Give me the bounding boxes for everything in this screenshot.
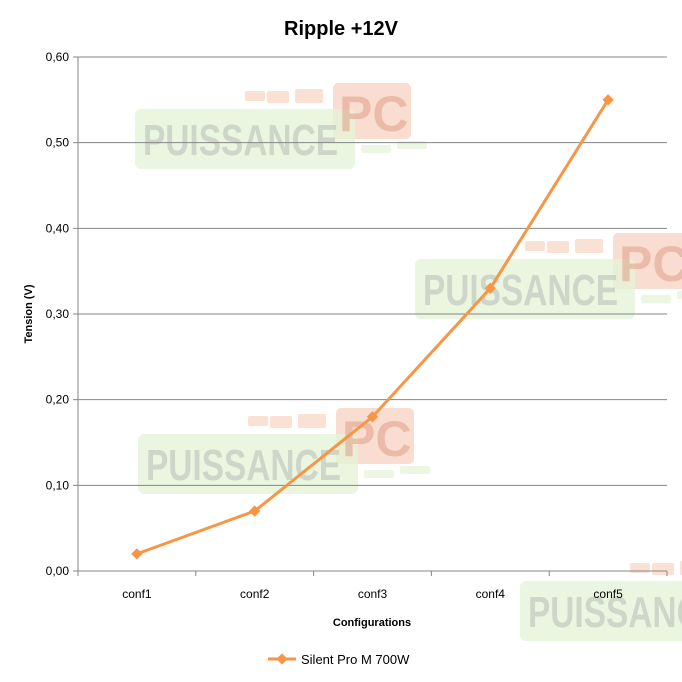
- y-tick-label: 0,60: [46, 50, 70, 64]
- y-tick-label: 0,00: [46, 564, 70, 578]
- series-layer: [131, 94, 614, 560]
- chart-title: Ripple +12V: [284, 18, 399, 40]
- legend-label: Silent Pro M 700W: [301, 652, 410, 667]
- watermark-text: PUISSANCE: [528, 588, 682, 637]
- watermark-accent: PC: [339, 86, 408, 142]
- watermark-text: PUISSANCE: [146, 441, 341, 490]
- data-point: [249, 505, 261, 517]
- x-tick-label: conf5: [593, 587, 623, 601]
- y-tick-label: 0,40: [46, 221, 70, 235]
- y-tick-label: 0,50: [46, 136, 70, 150]
- y-tick-label: 0,20: [46, 393, 70, 407]
- y-axis-title: Tension (V): [23, 284, 35, 343]
- x-tick-labels: conf1 conf2 conf3 conf4 conf5: [122, 587, 623, 601]
- watermark-accent: PC: [619, 236, 682, 292]
- data-point: [366, 411, 379, 423]
- x-tick-label: conf3: [358, 587, 388, 601]
- watermark-text: PUISSANCE: [423, 266, 618, 315]
- x-tick-label: conf1: [122, 587, 152, 601]
- legend: Silent Pro M 700W: [268, 652, 410, 667]
- data-point: [484, 282, 496, 294]
- gridlines: [73, 56, 668, 576]
- x-tick-label: conf2: [240, 587, 270, 601]
- x-axis-title: Configurations: [333, 617, 411, 629]
- y-tick-labels: 0,00 0,10 0,20 0,30 0,40 0,50 0,60: [46, 50, 70, 578]
- x-tick-label: conf4: [476, 587, 506, 601]
- watermark-text: PUISSANCE: [143, 116, 338, 165]
- data-point: [131, 548, 143, 560]
- y-tick-label: 0,10: [46, 478, 70, 492]
- legend-marker: [276, 653, 288, 665]
- y-tick-label: 0,30: [46, 307, 70, 321]
- watermark-accent: PC: [342, 411, 411, 467]
